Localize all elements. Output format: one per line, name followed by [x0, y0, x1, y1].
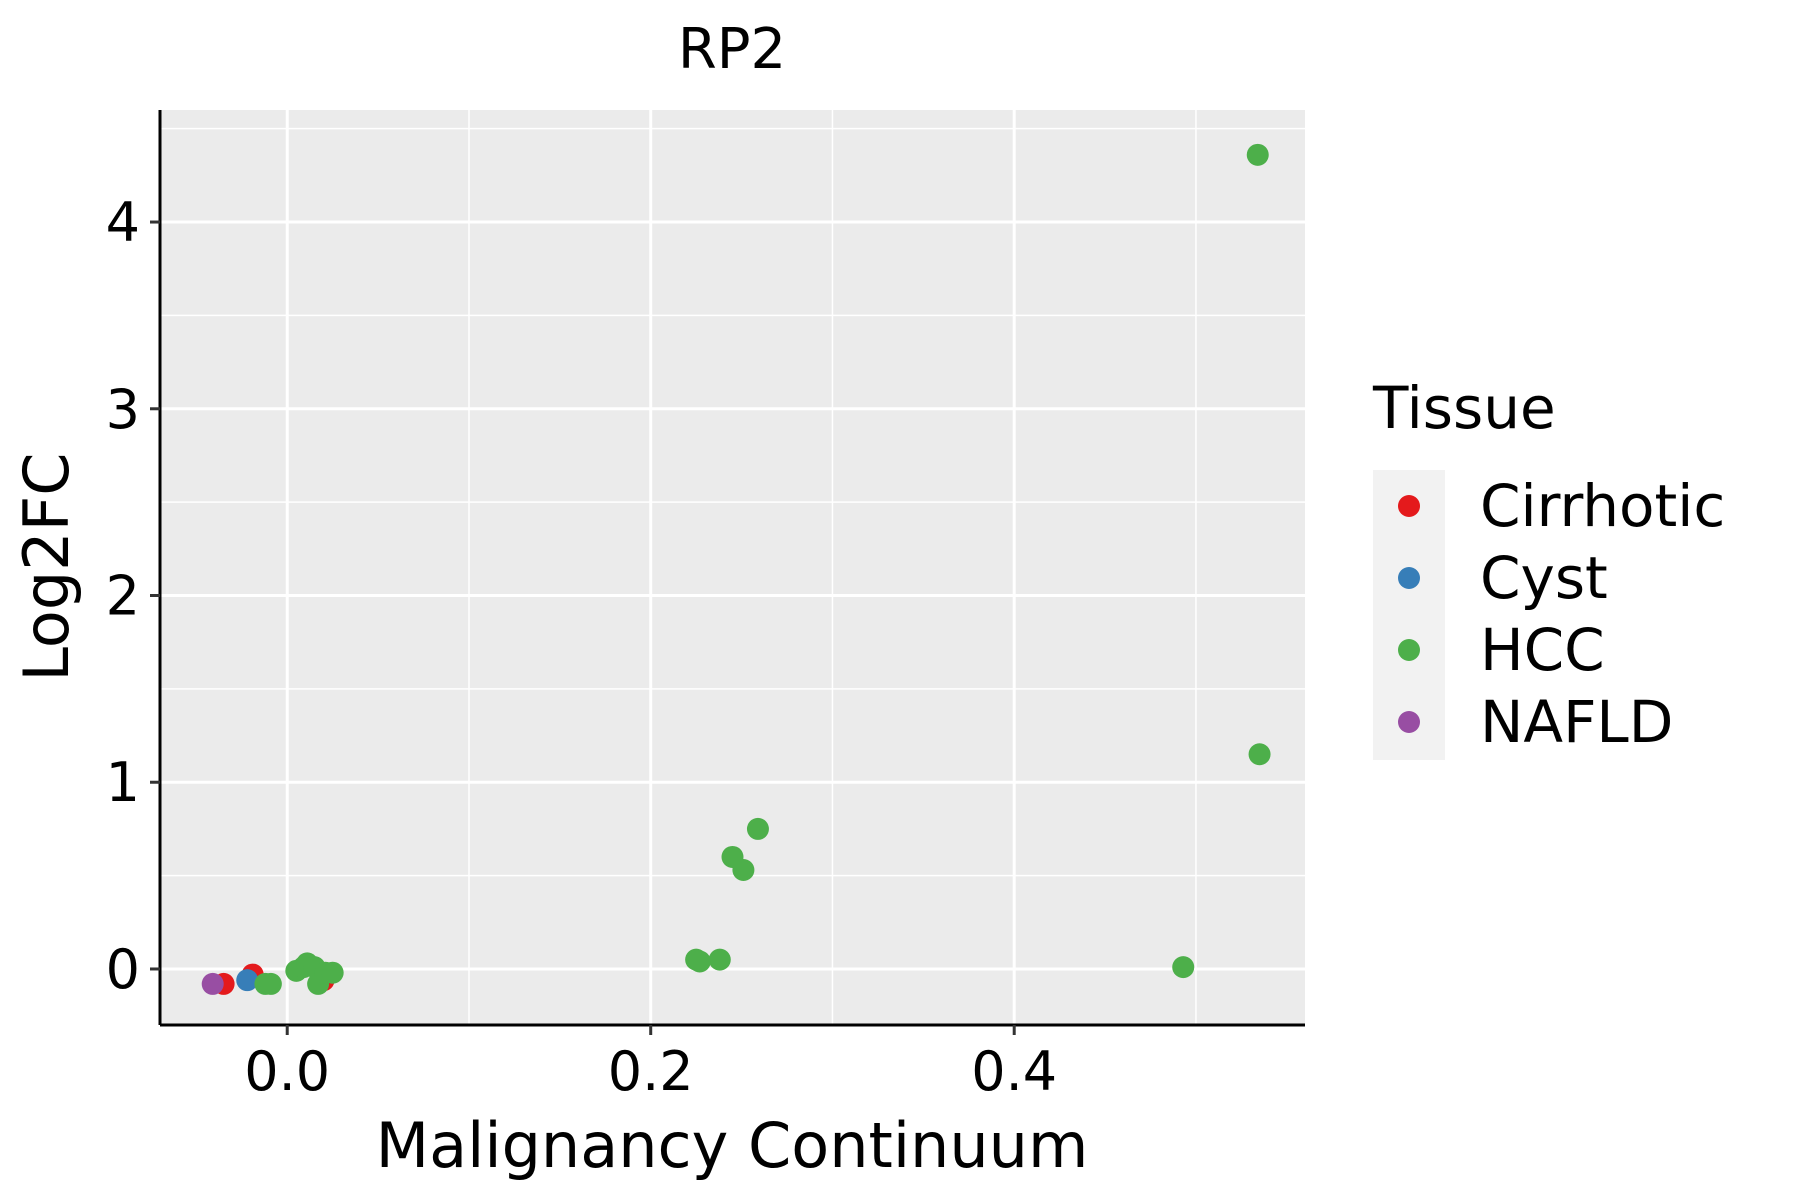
- legend-key-nafld: [1398, 711, 1420, 733]
- legend-key-hcc: [1398, 639, 1420, 661]
- data-point-hcc: [1246, 143, 1269, 166]
- data-point-hcc: [259, 972, 282, 995]
- x-axis-label: Malignancy Continuum: [376, 1109, 1089, 1182]
- legend-key-cyst: [1398, 567, 1420, 589]
- y-tick-label: 3: [106, 378, 140, 441]
- data-point-hcc: [688, 950, 711, 973]
- y-tick-label: 0: [106, 938, 140, 1001]
- data-point-hcc: [746, 817, 769, 840]
- chart-title: RP2: [678, 17, 786, 82]
- data-points: [201, 143, 1271, 995]
- data-point-cyst: [236, 969, 259, 992]
- data-point-hcc: [708, 948, 731, 971]
- plot-panel: [160, 110, 1305, 1025]
- legend-label-cyst: Cyst: [1480, 544, 1608, 612]
- x-tick-label: 0.2: [608, 1040, 694, 1103]
- data-point-hcc: [1172, 956, 1195, 979]
- y-axis-label: Log2FC: [10, 452, 83, 681]
- y-tick-label: 1: [106, 751, 140, 814]
- legend-label-nafld: NAFLD: [1480, 688, 1673, 756]
- major-gridlines: [160, 110, 1305, 1025]
- y-tick-label: 4: [106, 191, 140, 254]
- legend-title: Tissue: [1372, 374, 1556, 442]
- minor-gridlines: [160, 110, 1305, 1025]
- data-point-hcc: [732, 859, 755, 882]
- legend-label-hcc: HCC: [1480, 616, 1605, 684]
- data-point-hcc: [1248, 743, 1271, 766]
- x-tick-label: 0.4: [971, 1040, 1057, 1103]
- legend-key-cirrhotic: [1398, 495, 1420, 517]
- legend-label-cirrhotic: Cirrhotic: [1480, 472, 1725, 540]
- x-tick-label: 0.0: [244, 1040, 330, 1103]
- x-axis-ticks: 0.0 0.2 0.4: [244, 1025, 1057, 1103]
- data-point-hcc: [321, 961, 344, 984]
- data-point-nafld: [201, 972, 224, 995]
- y-axis-ticks: 0 1 2 3 4: [106, 191, 160, 1001]
- y-tick-label: 2: [106, 565, 140, 628]
